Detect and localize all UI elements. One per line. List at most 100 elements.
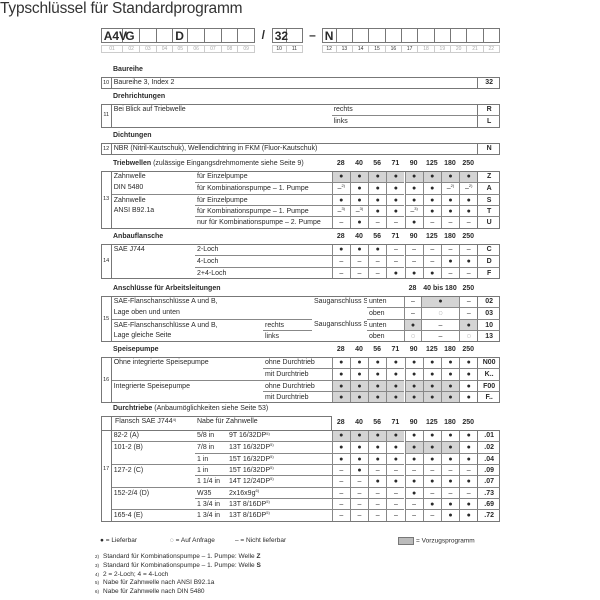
row-text-b: ohne Durchtrieb <box>263 379 332 391</box>
available-dot: ● <box>459 255 478 267</box>
legend-preferred-label: = Vorzugsprogramm <box>416 537 475 545</box>
row-text-c: 14T 12/24DP5) <box>227 475 332 486</box>
order-code: .01 <box>477 431 500 442</box>
available-dot: ● <box>459 391 478 403</box>
footnote: 4) 2 = 2-Loch; 4 = 4-Loch <box>95 571 168 578</box>
section-title-dicht: Dichtungen <box>113 132 152 139</box>
legend-preferred: = Vorzugsprogramm <box>398 537 475 545</box>
not-available-dash: – <box>331 216 350 228</box>
section-number: 12 <box>100 143 112 156</box>
size-header: 90 <box>409 160 418 167</box>
footnote: 3) Standard für Kombinationspumpe – 1. Pu… <box>95 562 261 569</box>
size-header: 250 <box>462 160 475 167</box>
available-dot: ● <box>386 431 405 442</box>
available-dot: ● <box>349 245 368 256</box>
available-dot: ● <box>459 509 478 521</box>
order-code: T <box>477 205 500 217</box>
available-dot: ● <box>459 431 477 442</box>
not-available-dash: – <box>331 486 350 499</box>
row-text-c: 15T 16/32DP5) <box>227 464 332 475</box>
available-dot: ● <box>404 475 423 487</box>
size-header: 71 <box>391 419 400 426</box>
row-text-b: links <box>331 115 478 126</box>
not-available-dash: – <box>459 245 477 256</box>
available-dot: ● <box>349 216 369 228</box>
size-header: 56 <box>373 346 382 353</box>
not-available-dash: – <box>459 216 478 228</box>
size-header: 28 <box>336 233 345 240</box>
available-dot: ● <box>459 172 478 183</box>
not-available-dash: – <box>349 266 369 279</box>
not-available-dash: – <box>331 475 350 487</box>
order-code: .02 <box>477 441 500 453</box>
row-text-c: 15T 16/32DP5) <box>227 452 332 464</box>
size-header: 90 <box>409 419 418 426</box>
available-dot: ● <box>331 368 350 380</box>
row-text-a: Lage gleiche Seite <box>113 332 172 340</box>
footnote-mark: 6) <box>95 589 100 595</box>
available-dot: ● <box>349 391 369 403</box>
available-dot: ● <box>331 245 350 256</box>
size-header: 90 <box>409 233 418 240</box>
size-header: 56 <box>373 419 382 426</box>
available-dot: ● <box>368 379 387 392</box>
available-dot: ● <box>459 358 477 369</box>
not-available-dash: – <box>440 464 460 476</box>
available-dot: ● <box>404 216 423 228</box>
footnote-mark: 4) <box>95 571 100 577</box>
available-dot: ● <box>422 266 441 279</box>
not-available-dash: – <box>386 245 404 256</box>
available-dot: ● <box>386 368 405 380</box>
not-available-dash: – <box>459 266 478 279</box>
type-code-box-01: A4V <box>100 28 127 43</box>
row-text-b: 1 3/4 in <box>195 509 227 520</box>
not-available-dash: –3) <box>331 205 350 217</box>
not-available-dash: –2) <box>331 182 350 194</box>
footnote-ref: 3) <box>341 206 346 212</box>
available-dot: ● <box>422 475 441 487</box>
size-header: 40 <box>355 346 363 353</box>
type-code-position-13: 13 <box>336 45 354 53</box>
type-code-position-11: 11 <box>286 45 304 53</box>
row-text-b: nur für Kombinationspumpe – 2. Pumpe <box>195 216 332 227</box>
section-title-text: Dichtungen <box>113 132 152 139</box>
row-text-a <box>112 255 195 266</box>
size-header: 180 <box>444 160 456 167</box>
available-dot: ● <box>386 379 405 392</box>
available-dot: ● <box>331 172 350 183</box>
row-text-a: 165-4 (E) <box>111 509 195 520</box>
type-code-position-08: 08 <box>221 45 239 53</box>
footnote-ref: 2) <box>468 183 473 189</box>
row-text-b: ohne Durchtrieb <box>265 359 315 366</box>
order-code: L <box>477 115 500 127</box>
type-code-position-10: 10 <box>271 45 287 53</box>
available-dot: ● <box>420 297 460 308</box>
not-available-dash: – <box>368 498 387 510</box>
size-header: 250 <box>462 419 475 426</box>
available-dot: ● <box>331 452 350 465</box>
size-header: 28 <box>408 285 417 292</box>
order-code: R <box>477 105 500 116</box>
available-dot: ● <box>459 441 478 453</box>
not-available-dash: – <box>420 318 460 331</box>
available-dot: ● <box>368 193 387 206</box>
available-dot: ● <box>386 193 405 206</box>
type-code-box-14 <box>353 28 370 43</box>
row-text-c <box>312 330 367 341</box>
available-dot: ● <box>440 368 460 380</box>
not-available-dash: – <box>386 464 405 476</box>
section-title-note: (Anbaumöglichkeiten siehe Seite 53) <box>152 405 269 412</box>
footnote-text: Nabe für Zahnwelle nach DIN 5480 <box>103 588 205 596</box>
row-text-a <box>112 498 195 509</box>
not-available-dash: – <box>404 509 423 521</box>
type-code-position-04: 04 <box>156 45 174 53</box>
footnote-ref: 2) <box>450 183 455 189</box>
type-code-position-03: 03 <box>140 45 157 53</box>
order-code: .07 <box>477 475 500 487</box>
row-text-b <box>263 297 312 307</box>
footnote-ref: 5) <box>270 442 274 448</box>
order-code: 03 <box>477 307 500 319</box>
footnote-ref: 5) <box>270 465 274 471</box>
row-text-c <box>312 307 367 318</box>
order-code: K.. <box>477 368 500 380</box>
